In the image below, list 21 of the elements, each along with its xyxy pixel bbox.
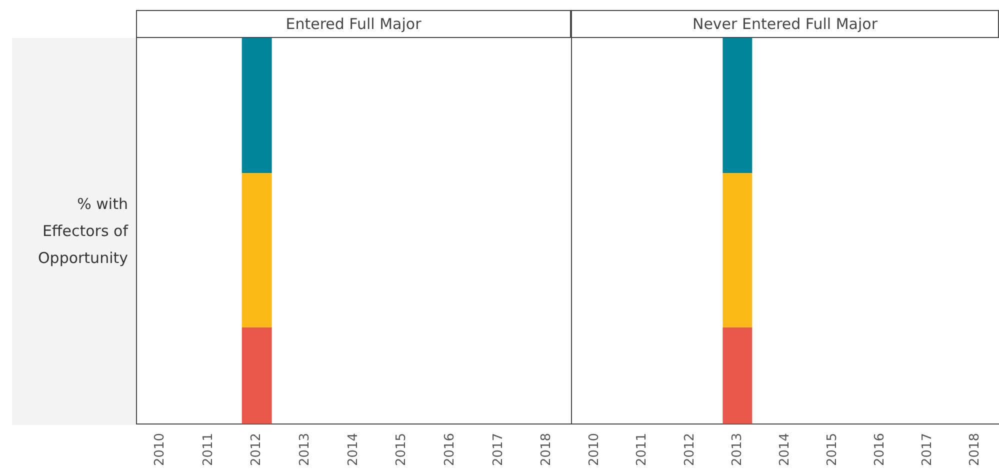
x-tick-label: 2014: [777, 432, 792, 466]
x-tick-label: 2015: [824, 432, 840, 466]
x-tick-label: 2016: [872, 432, 888, 466]
x-tick-label: 2018: [539, 432, 554, 466]
x-tick-label: 2017: [920, 432, 936, 466]
x-tick-label: 2016: [442, 432, 458, 466]
x-tick-label: 2010: [587, 432, 602, 466]
x-tick-label: 2010: [152, 432, 168, 466]
x-tick-label: 2011: [634, 432, 650, 466]
x-tick-label: 2015: [394, 432, 410, 466]
x-tick-label: 2012: [682, 432, 698, 466]
x-tick-label: 2017: [490, 432, 506, 466]
x-tick-label: 2012: [249, 432, 264, 466]
chart-title: Entered Full Major: [136, 10, 571, 38]
x-tick-label: 2013: [298, 432, 313, 466]
chart-title: Never Entered Full Major: [571, 10, 999, 38]
x-tick-label: 2018: [968, 432, 983, 466]
x-tick-label: 2011: [200, 432, 216, 466]
x-tick-label: 2013: [730, 432, 745, 466]
x-tick-label: 2014: [346, 432, 361, 466]
y-axis-title: % with Effectors of Opportunity: [12, 38, 136, 425]
